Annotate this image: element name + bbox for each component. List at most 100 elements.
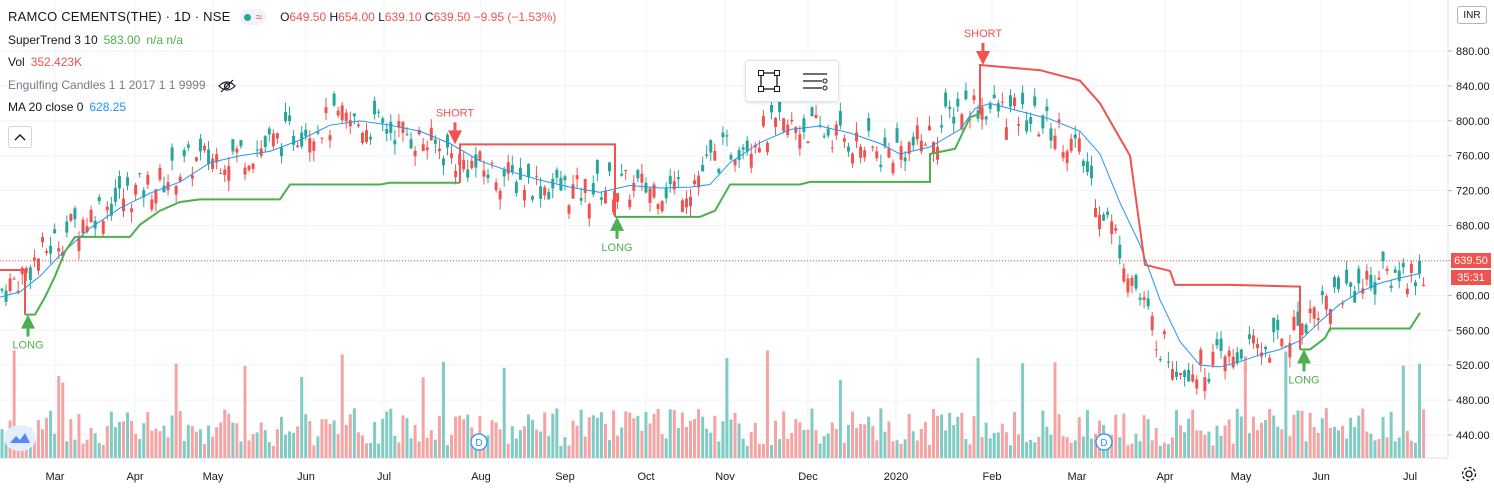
volume-bar bbox=[381, 418, 385, 458]
candle-body bbox=[389, 121, 393, 134]
candle-body bbox=[522, 189, 526, 201]
volume-bar bbox=[899, 443, 903, 458]
volume-bar bbox=[1304, 441, 1308, 458]
candle-body bbox=[332, 93, 336, 106]
volume-bar bbox=[733, 412, 737, 458]
candle-body bbox=[1405, 288, 1409, 295]
candle-body bbox=[1312, 307, 1316, 319]
candle-body bbox=[466, 169, 470, 178]
candle-body bbox=[1065, 151, 1069, 164]
volume-bar bbox=[790, 432, 794, 458]
volume-bar bbox=[113, 427, 117, 458]
volume-bar bbox=[1345, 438, 1349, 458]
volume-bar bbox=[312, 445, 316, 458]
indicator-engulfing[interactable]: Engulfing Candles 1 1 2017 1 1 9999 bbox=[8, 74, 556, 97]
volume-bar bbox=[340, 354, 344, 458]
candle-body bbox=[656, 204, 660, 210]
candle-body bbox=[863, 150, 867, 158]
volume-bar bbox=[689, 420, 692, 458]
eye-crossed-icon[interactable] bbox=[217, 78, 236, 93]
volume-bar bbox=[652, 413, 656, 458]
symbol-title[interactable]: RAMCO CEMENTS(THE) · 1D · NSE bbox=[8, 9, 231, 24]
candle-body bbox=[616, 193, 620, 202]
candle-body bbox=[587, 204, 591, 219]
candle-body bbox=[1280, 338, 1284, 347]
volume-bar bbox=[672, 409, 676, 458]
candle-body bbox=[855, 132, 859, 142]
volume-bar bbox=[907, 414, 911, 458]
volume-bar bbox=[940, 414, 944, 458]
gear-icon[interactable] bbox=[1460, 465, 1478, 483]
volume-bar bbox=[680, 412, 684, 458]
volume-bar bbox=[1013, 412, 1016, 458]
candle-body bbox=[494, 182, 498, 191]
candle-body bbox=[859, 146, 863, 158]
volume-bar bbox=[251, 434, 255, 458]
volume-bar bbox=[559, 445, 563, 458]
volume-bar bbox=[571, 420, 575, 458]
volume-bar bbox=[1235, 408, 1239, 458]
candle-body bbox=[1130, 277, 1134, 286]
drawing-toolbox[interactable] bbox=[745, 60, 839, 102]
volume-bar bbox=[352, 408, 356, 458]
rectangle-tool-button[interactable] bbox=[752, 66, 786, 96]
volume-bar bbox=[871, 426, 875, 458]
price-axis-label: 840.00 bbox=[1456, 81, 1490, 93]
candle-body bbox=[1235, 352, 1239, 364]
candle-body bbox=[948, 106, 952, 110]
indicator-supertrend[interactable]: SuperTrend 3 10 583.00 n/a n/a bbox=[8, 29, 556, 52]
volume-bar bbox=[729, 419, 733, 458]
time-axis-label: Jun bbox=[1312, 471, 1330, 483]
dividend-event-icon[interactable] bbox=[1095, 433, 1113, 451]
candle-body bbox=[174, 186, 178, 195]
volume-bar bbox=[628, 412, 632, 458]
volume-bar bbox=[1211, 445, 1215, 458]
change-value: −9.95 (−1.53%) bbox=[473, 10, 557, 24]
tradingview-cloud-icon[interactable] bbox=[4, 425, 36, 451]
dividend-event-icon[interactable] bbox=[470, 433, 488, 451]
volume-bar bbox=[1251, 416, 1255, 458]
object-tree-button[interactable] bbox=[798, 66, 832, 96]
candle-body bbox=[802, 118, 806, 132]
candle-body bbox=[194, 157, 198, 161]
candle-body bbox=[717, 168, 721, 173]
volume-bar bbox=[1089, 438, 1093, 458]
volume-bar bbox=[186, 424, 190, 458]
volume-bar bbox=[405, 418, 409, 458]
volume-bar bbox=[81, 443, 85, 458]
time-axis-label: May bbox=[1231, 471, 1252, 483]
volume-bar bbox=[1231, 443, 1235, 458]
currency-badge[interactable]: INR bbox=[1457, 6, 1487, 24]
volume-bar bbox=[721, 421, 725, 458]
volume-bar bbox=[863, 424, 867, 458]
candle-body bbox=[1154, 349, 1158, 351]
candle-body bbox=[251, 163, 255, 169]
candle-body bbox=[575, 175, 579, 180]
candle-body bbox=[907, 142, 911, 154]
indicator-volume[interactable]: Vol 352.423K bbox=[8, 51, 556, 74]
time-axis-label: Dec bbox=[798, 471, 818, 483]
candle-body bbox=[1328, 308, 1332, 324]
candle-body bbox=[676, 177, 680, 180]
indicator-ma[interactable]: MA 20 close 0 628.25 bbox=[8, 96, 556, 119]
candle-body bbox=[510, 165, 514, 172]
candle-body bbox=[693, 180, 697, 185]
market-status-pill[interactable]: ≈ bbox=[240, 9, 267, 26]
long-signal-arrow bbox=[21, 314, 35, 329]
short-signal-arrow bbox=[976, 50, 990, 65]
volume-bar bbox=[36, 420, 40, 458]
candle-body bbox=[964, 90, 968, 100]
volume-bar bbox=[952, 425, 956, 458]
candle-body bbox=[899, 146, 903, 160]
candle-body bbox=[660, 201, 664, 212]
volume-bar bbox=[255, 432, 259, 458]
candle-body bbox=[1053, 135, 1057, 149]
candle-body bbox=[595, 160, 599, 174]
volume-bar bbox=[591, 415, 595, 458]
candle-body bbox=[563, 176, 567, 181]
collapse-legend-button[interactable] bbox=[8, 126, 32, 148]
candle-body bbox=[822, 135, 826, 137]
volume-bar bbox=[1045, 426, 1049, 458]
candle-body bbox=[713, 150, 717, 161]
